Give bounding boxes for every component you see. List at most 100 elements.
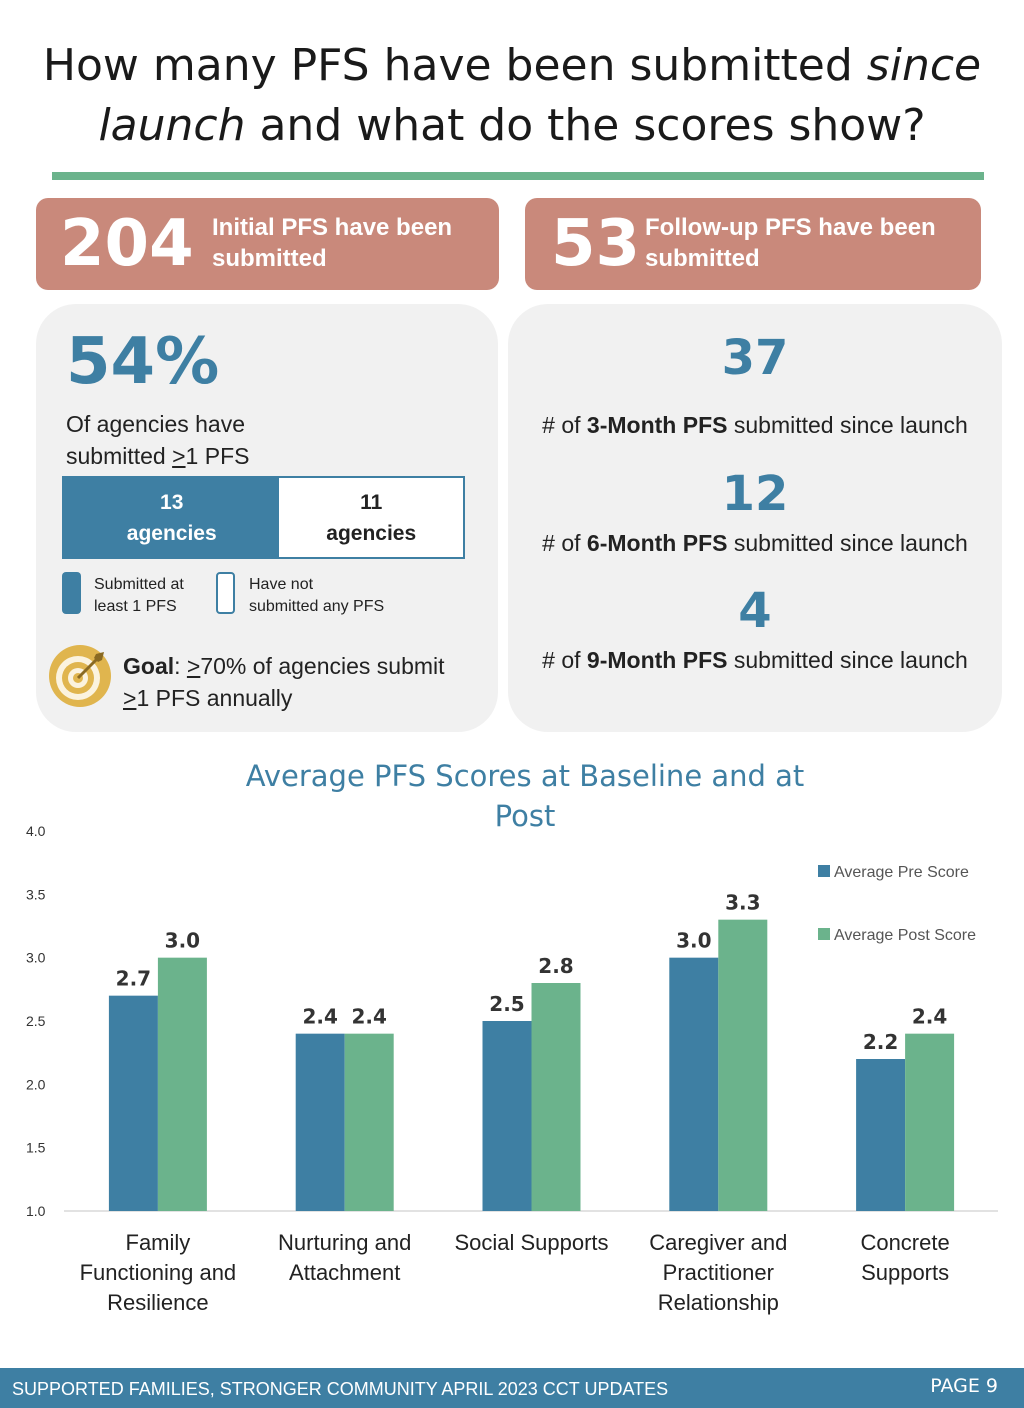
y-tick-label: 4.0: [26, 823, 46, 839]
greater-equal-symbol: >: [172, 443, 186, 469]
stat-text: submitted since launch: [727, 412, 968, 438]
bar-pre: [482, 1021, 532, 1211]
stat-text: # of: [542, 412, 587, 438]
goal-line: >1 PFS annually: [123, 682, 445, 714]
bar-chart: 1.0 1.5 2.0 2.5 3.0 3.5 4.0 2.7 3.0 2.4 2.4 2.5 2.8 3…: [26, 823, 998, 1219]
agencies-percent: 54%: [66, 325, 220, 399]
description-line: submitted >1 PFS: [66, 440, 249, 472]
category-label-line: Attachment: [289, 1260, 401, 1285]
bar-pre: [108, 995, 158, 1211]
stat-9-month-label: # of 9-Month PFS submitted since launch: [508, 645, 1002, 675]
title-text: How many PFS have been submitted: [42, 40, 867, 91]
title-divider: [52, 172, 984, 180]
goal-line: Goal: >70% of agencies submit: [123, 650, 445, 682]
submitted-word: agencies: [126, 521, 217, 545]
footer-bar: SUPPORTED FAMILIES, STRONGER COMMUNITY A…: [0, 1368, 1024, 1408]
page-title: How many PFS have been submitted since l…: [0, 36, 1024, 156]
not-submitted-segment: 11 agencies: [279, 478, 463, 557]
legend-line: Submitted at: [94, 576, 184, 593]
category-label-line: Caregiver and: [649, 1230, 788, 1255]
data-label: 2.2: [863, 1030, 898, 1054]
legend-not-submitted-swatch: [216, 572, 235, 614]
data-label: 3.0: [165, 929, 200, 953]
legend-not-submitted-label: Have not submitted any PFS: [249, 574, 384, 618]
label-line: submitted: [645, 245, 760, 272]
title-text: and what do the scores show?: [245, 100, 926, 151]
bar-post: [157, 957, 207, 1211]
data-label: 2.4: [351, 1005, 386, 1029]
category-label-line: Resilience: [107, 1290, 209, 1315]
category-label-line: Family: [125, 1230, 191, 1255]
category-label-line: Concrete Supports: [860, 1230, 950, 1285]
stat-bold: 3-Month PFS: [586, 412, 728, 438]
submitted-count: 13: [160, 490, 184, 514]
footer-title: SUPPORTED FAMILIES, STRONGER COMMUNITY A…: [12, 1379, 669, 1399]
category-label: Concrete Supports: [825, 1228, 985, 1288]
not-submitted-count: 11: [360, 490, 383, 514]
category-label-line: Functioning and: [79, 1260, 237, 1285]
stat-6-month-value: 12: [721, 466, 789, 522]
stat-bold: 6-Month PFS: [586, 530, 728, 556]
agencies-description: Of agencies have submitted >1 PFS: [66, 408, 249, 472]
agencies-split-bar: 13 agencies 11 agencies: [62, 476, 465, 559]
category-label-line: Relationship: [657, 1290, 779, 1315]
submitted-segment: 13 agencies: [64, 478, 280, 557]
title-italic: since: [866, 40, 982, 91]
data-label: 2.7: [116, 967, 151, 991]
legend-label: Average Pre Score: [834, 864, 969, 881]
legend-line: submitted any PFS: [249, 598, 385, 615]
data-label: 2.4: [912, 1005, 947, 1029]
description-text: submitted: [66, 443, 173, 469]
category-label-line: Practitioner: [662, 1260, 774, 1285]
goal-text-part: 70% of agencies submit: [200, 653, 445, 679]
legend-submitted-swatch: [62, 572, 81, 614]
category-label: Caregiver and Practitioner Relationship: [638, 1228, 798, 1318]
description-line: Of agencies have: [66, 411, 246, 437]
data-label: 2.4: [302, 1005, 337, 1029]
y-tick-label: 3.0: [26, 950, 46, 966]
goal-text: Goal: >70% of agencies submit >1 PFS ann…: [123, 650, 445, 714]
stat-text: submitted since launch: [727, 530, 968, 556]
initial-pfs-label: Initial PFS have been submitted: [212, 212, 452, 274]
bar-post: [344, 1033, 394, 1211]
data-label: 2.5: [489, 992, 524, 1016]
followup-pfs-count: 53: [551, 207, 641, 281]
y-tick-label: 2.0: [26, 1076, 46, 1092]
label-line: Follow-up PFS have been: [645, 214, 936, 241]
bar-post: [718, 919, 768, 1211]
legend-submitted-label: Submitted at least 1 PFS: [94, 574, 184, 618]
not-submitted-word: agencies: [326, 521, 417, 545]
data-label: 2.8: [538, 954, 573, 978]
legend-line: least 1 PFS: [94, 598, 177, 615]
bar-pre: [669, 957, 719, 1211]
category-label: Social Supports: [452, 1228, 612, 1258]
followup-pfs-label: Follow-up PFS have been submitted: [645, 212, 936, 274]
initial-pfs-count: 204: [60, 207, 194, 281]
stat-bold: 9-Month PFS: [586, 647, 728, 673]
legend-label: Average Post Score: [834, 927, 976, 944]
category-label: Nurturing and Attachment: [265, 1228, 425, 1288]
stat-3-month-value: 37: [721, 330, 789, 386]
initial-pfs-card: 204 Initial PFS have been submitted: [36, 198, 499, 290]
title-line-1: How many PFS have been submitted since: [0, 36, 1024, 96]
description-text: 1 PFS: [185, 443, 250, 469]
stat-text: # of: [542, 647, 587, 673]
goal-text-part: 1 PFS annually: [136, 685, 293, 711]
data-label: 3.3: [725, 891, 760, 915]
bar-post: [905, 1033, 955, 1211]
stat-3-month-label: # of 3-Month PFS submitted since launch: [508, 410, 1002, 440]
category-label-line: Social Supports: [454, 1230, 609, 1255]
followup-panel: [508, 304, 1002, 732]
page-number: PAGE 9: [930, 1375, 998, 1397]
title-line-2: launch and what do the scores show?: [0, 96, 1024, 156]
title-italic: launch: [98, 100, 246, 151]
greater-equal-symbol: >: [123, 685, 137, 711]
label-line: submitted: [212, 245, 327, 272]
followup-pfs-card: 53 Follow-up PFS have been submitted: [525, 198, 981, 290]
bar-pre: [856, 1059, 906, 1211]
stat-text: # of: [542, 530, 587, 556]
y-tick-label: 1.5: [26, 1140, 46, 1156]
label-line: Initial PFS have been: [212, 214, 453, 241]
goal-label: Goal: [123, 653, 175, 679]
category-label-line: Nurturing and: [278, 1230, 412, 1255]
